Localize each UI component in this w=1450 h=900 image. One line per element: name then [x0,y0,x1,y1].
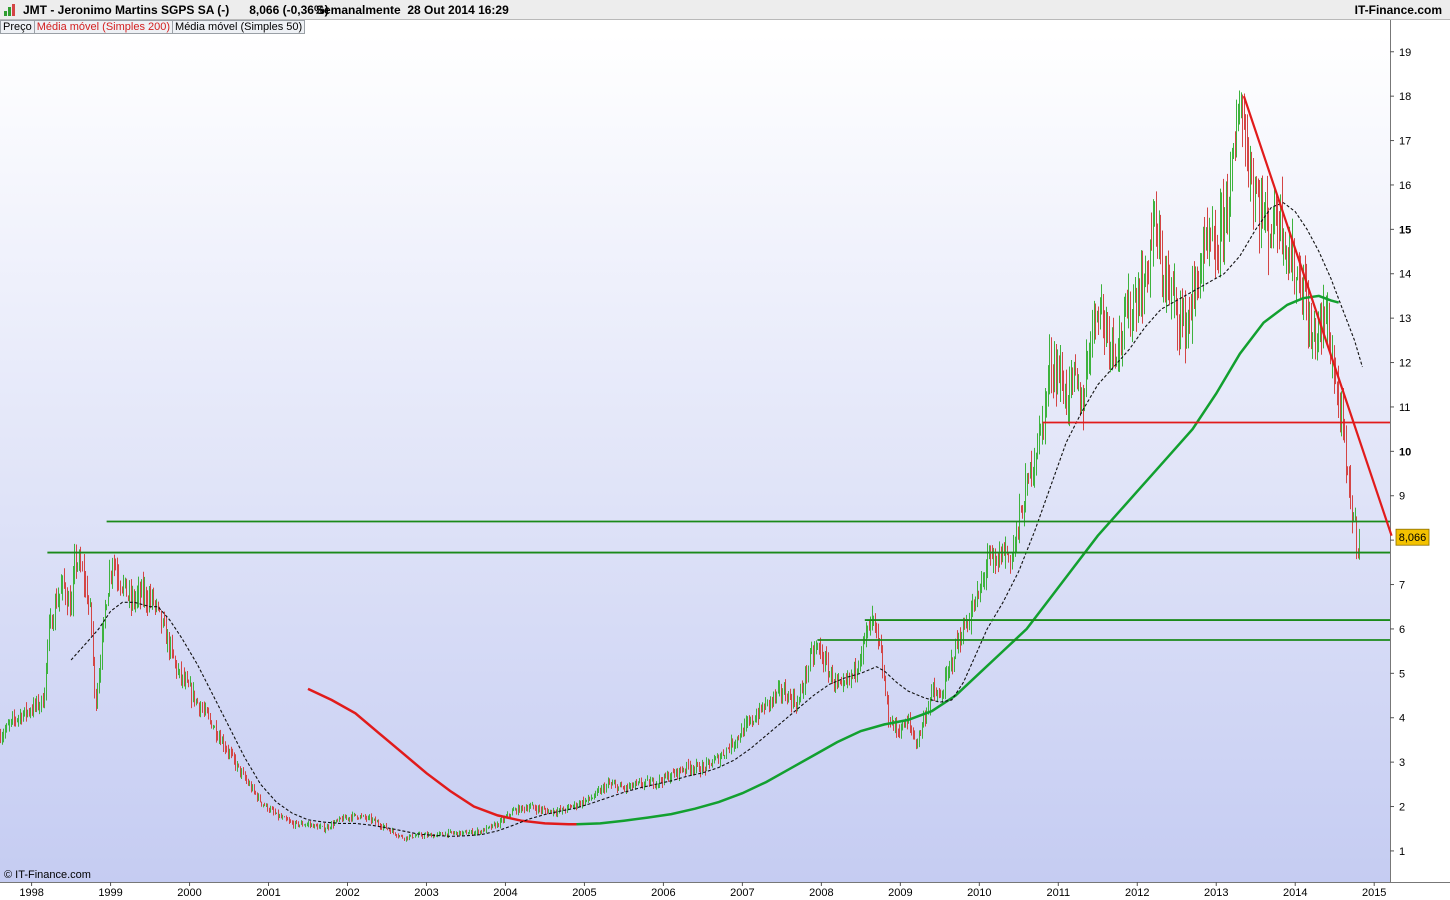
x-tick-label: 2007 [730,887,754,899]
price-tag-box [1395,528,1430,546]
y-tick-label: 16 [1399,180,1411,192]
y-tick-label: 19 [1399,47,1411,59]
legend-ma200[interactable]: Média móvel (Simples 200) [33,20,174,34]
y-tick-label: 14 [1399,269,1411,281]
x-tick-label: 2010 [967,887,991,899]
x-tick-label: 2013 [1204,887,1228,899]
y-tick-label: 17 [1399,136,1411,148]
x-tick-label: 2015 [1362,887,1386,899]
y-tick-label: 5 [1399,668,1405,680]
title-bar: JMT - Jeronimo Martins SGPS SA (-) 8,066… [0,0,1450,20]
y-tick-label: 1 [1399,846,1405,858]
x-tick-label: 2004 [493,887,517,899]
y-tick-label: 13 [1399,313,1411,325]
x-tick-label: 1998 [19,887,43,899]
y-tick-label: 6 [1399,624,1405,636]
x-axis: 1998 1999 2000 2001 2002 2003 2004 2005 2006 2007… [19,882,1386,899]
y-tick-label: 12 [1399,358,1411,370]
y-tick-label: 11 [1399,402,1410,414]
chart-bars-icon [4,4,18,16]
x-tick-label: 2002 [335,887,359,899]
ma200-line-early [307,687,577,826]
downtrend-line [1242,95,1393,537]
y-tick-label: 18 [1399,91,1411,103]
x-tick-label: 2009 [888,887,912,899]
moving-averages [70,202,1363,837]
x-tick-label: 2001 [256,887,280,899]
ma50-line [70,202,1363,837]
legend-price[interactable]: Preço [0,20,35,34]
x-tick-label: 2011 [1046,887,1070,899]
ma200-line [576,294,1340,826]
period-info: Semanalmente 28 Out 2014 16:29 [316,3,509,17]
y-tick-label: 3 [1399,757,1405,769]
price-tag-label: 8,066 [1399,532,1427,544]
x-tick-label: 2006 [651,887,675,899]
y-tick-label: 10 [1399,446,1411,458]
legend-ma50[interactable]: Média móvel (Simples 50) [172,20,306,34]
x-tick-label: 2003 [414,887,438,899]
x-tick-label: 2005 [572,887,596,899]
copyright-text: © IT-Finance.com [4,869,91,881]
y-tick-label: 9 [1399,491,1405,503]
instrument-title: JMT - Jeronimo Martins SGPS SA (-) 8,066… [23,3,329,17]
x-tick-label: 2008 [809,887,833,899]
last-price-tag: 8,066 [1395,528,1430,546]
indicator-legend: Preço Média móvel (Simples 200) Média mó… [0,20,306,34]
x-tick-label: 2014 [1283,887,1307,899]
y-tick-label: 2 [1399,802,1405,814]
y-tick-label: 15 [1399,224,1411,236]
support-resistance-lines [47,95,1393,641]
y-tick-label: 7 [1399,580,1405,592]
plot-area [0,34,1390,882]
x-tick-label: 1999 [98,887,122,899]
x-tick-label: 2000 [177,887,201,899]
y-tick-label: 4 [1399,713,1405,725]
y-axis: 12345678910111213141516171819 [1390,47,1411,858]
x-tick-label: 2012 [1125,887,1149,899]
site-name: IT-Finance.com [1354,3,1442,17]
